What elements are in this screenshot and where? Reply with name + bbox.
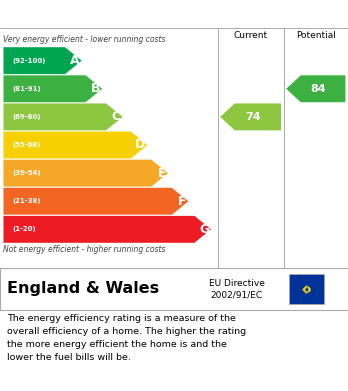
Text: Potential: Potential bbox=[296, 31, 336, 40]
Text: 84: 84 bbox=[310, 84, 326, 94]
Text: E: E bbox=[158, 167, 166, 179]
Text: (39-54): (39-54) bbox=[12, 170, 41, 176]
Polygon shape bbox=[286, 75, 346, 102]
Text: (55-68): (55-68) bbox=[12, 142, 40, 148]
Polygon shape bbox=[3, 188, 188, 215]
Text: A: A bbox=[70, 54, 80, 67]
Polygon shape bbox=[3, 131, 147, 158]
Text: (81-91): (81-91) bbox=[12, 86, 41, 92]
Text: Energy Efficiency Rating: Energy Efficiency Rating bbox=[78, 7, 270, 21]
Text: Very energy efficient - lower running costs: Very energy efficient - lower running co… bbox=[3, 36, 166, 45]
Text: (21-38): (21-38) bbox=[12, 198, 41, 204]
Polygon shape bbox=[3, 75, 102, 102]
Text: F: F bbox=[178, 195, 187, 208]
Text: D: D bbox=[135, 138, 145, 151]
Text: Current: Current bbox=[234, 31, 268, 40]
Text: EU Directive
2002/91/EC: EU Directive 2002/91/EC bbox=[209, 279, 264, 300]
Polygon shape bbox=[3, 160, 168, 187]
Text: The energy efficiency rating is a measure of the
overall efficiency of a home. T: The energy efficiency rating is a measur… bbox=[7, 314, 246, 362]
Text: England & Wales: England & Wales bbox=[7, 282, 159, 296]
Polygon shape bbox=[220, 104, 281, 130]
Polygon shape bbox=[3, 216, 211, 243]
Text: 74: 74 bbox=[245, 112, 261, 122]
Text: (69-80): (69-80) bbox=[12, 114, 41, 120]
Text: Not energy efficient - higher running costs: Not energy efficient - higher running co… bbox=[3, 246, 166, 255]
Text: (92-100): (92-100) bbox=[12, 57, 46, 64]
Text: G: G bbox=[199, 223, 209, 236]
Polygon shape bbox=[3, 47, 82, 74]
Text: (1-20): (1-20) bbox=[12, 226, 36, 232]
Text: B: B bbox=[91, 82, 101, 95]
Text: C: C bbox=[112, 110, 121, 124]
Polygon shape bbox=[3, 104, 123, 130]
Bar bbox=[289, 274, 324, 304]
